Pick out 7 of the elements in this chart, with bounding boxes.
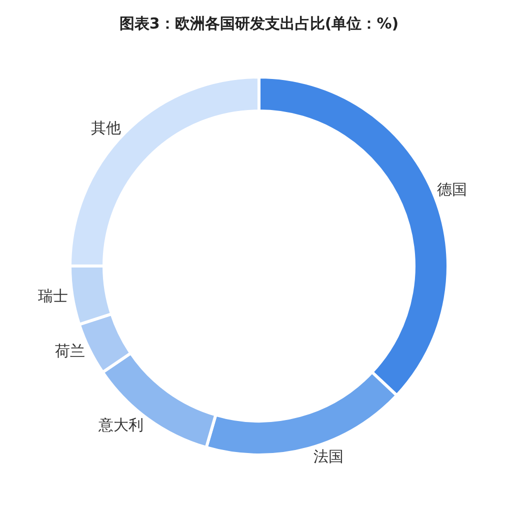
slice-label: 荷兰 [54, 342, 85, 360]
slice-label: 其他 [90, 118, 121, 137]
chart-title: 图表3：欧洲各国研发支出占比(单位：%) [119, 14, 399, 32]
slice-label: 德国 [436, 180, 467, 199]
slice-label: 瑞士 [38, 286, 68, 305]
slice-label: 意大利 [97, 416, 144, 434]
slice-label: 法国 [313, 448, 344, 466]
